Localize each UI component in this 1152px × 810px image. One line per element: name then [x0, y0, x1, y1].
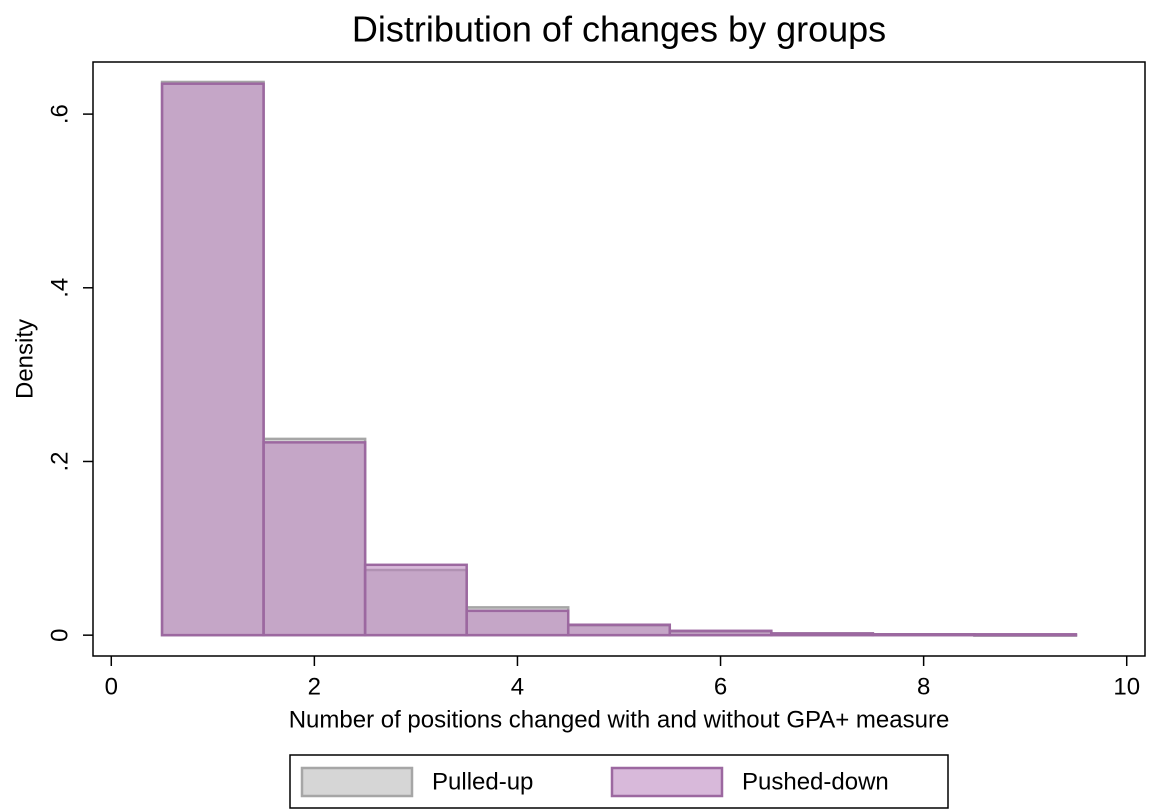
x-tick-label: 6 — [714, 673, 727, 700]
x-tick-label: 0 — [105, 673, 118, 700]
legend-swatch — [300, 766, 414, 798]
x-tick-label: 10 — [1113, 673, 1140, 700]
bar — [668, 629, 773, 637]
bar — [871, 633, 976, 637]
bar — [363, 563, 468, 637]
x-axis-title: Number of positions changed with and wit… — [289, 706, 950, 733]
legend-swatch — [610, 766, 724, 798]
bar — [770, 632, 875, 637]
bar — [973, 633, 1078, 637]
y-tick-label: .4 — [46, 278, 73, 298]
y-axis-title: Density — [11, 319, 38, 399]
x-tick-label: 2 — [308, 673, 321, 700]
y-tick-label: .2 — [46, 451, 73, 471]
y-tick-label: .6 — [46, 104, 73, 124]
x-tick-label: 8 — [917, 673, 930, 700]
bar — [160, 82, 265, 637]
chart-title: Distribution of changes by groups — [352, 9, 886, 50]
x-tick-label: 4 — [511, 673, 524, 700]
bar — [566, 623, 672, 637]
legend-label: Pushed-down — [742, 768, 889, 795]
bar — [262, 441, 367, 637]
plot-frame — [92, 61, 1146, 657]
y-tick-label: 0 — [46, 628, 73, 641]
bar — [465, 609, 570, 637]
legend-label: Pulled-up — [432, 768, 533, 795]
